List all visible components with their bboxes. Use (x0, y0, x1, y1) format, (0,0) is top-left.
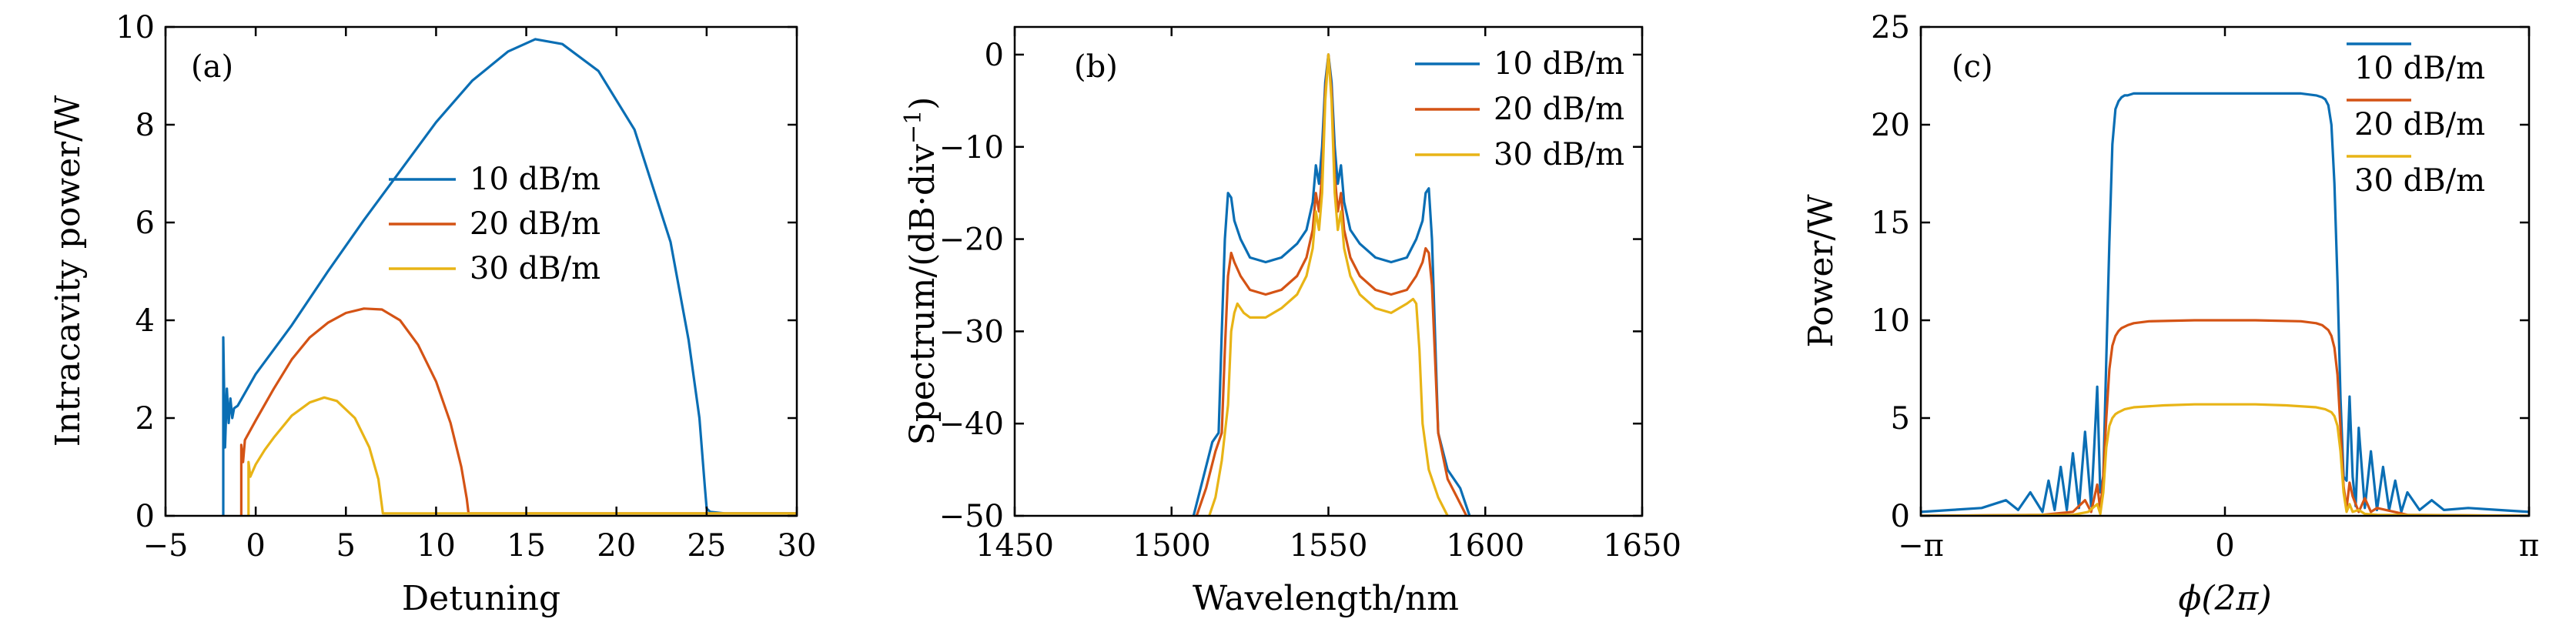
panel-b-ticks (1013, 27, 1644, 517)
panel-b-ytick-label: −40 (939, 407, 1004, 442)
panel-b-xtick-label: 1500 (1132, 528, 1211, 564)
legend-b-label-20: 20 dB/m (1494, 92, 1624, 127)
panel-a-xtick-label: 5 (336, 528, 356, 564)
panel-c-xlabel: ϕ(2π) (2178, 579, 2271, 618)
panel-a-ytick-label: 10 (115, 10, 155, 45)
panel-a-ytick-label: 4 (135, 303, 155, 339)
panel-c-legend: 10 dB/m 20 dB/m 30 dB/m (2347, 42, 2485, 199)
panel-b-label: (b) (1074, 49, 1118, 85)
panel-a-series (222, 38, 797, 516)
panel-a-label: (a) (191, 49, 233, 85)
panel-b-legend: 10 dB/m 20 dB/m 30 dB/m (1415, 46, 1624, 172)
panel-b-xtick-label: 1650 (1603, 528, 1681, 564)
panel-b: 1450 1500 1550 1600 1650 −50 −40 −30 −20 −10 0 (b)… (900, 25, 1681, 618)
panel-c-series-30 (1921, 403, 2529, 516)
panel-c-frame (1919, 25, 2531, 517)
panel-b-ylabel-sup: −1 (900, 110, 927, 144)
panel-c-ytick-label: 5 (1891, 401, 1910, 437)
panel-b-ytick-label: −10 (939, 130, 1004, 166)
panel-c-label: (c) (1952, 49, 1993, 85)
panel-c-series-20 (1921, 319, 2529, 516)
panel-c-ytick-label: 20 (1871, 108, 1910, 143)
legend-c-label-30: 30 dB/m (2354, 163, 2485, 199)
panel-a-series-10 (222, 38, 797, 516)
panel-b-ytick-label: −20 (939, 222, 1004, 258)
panel-b-xlabel: Wavelength/nm (1193, 579, 1459, 618)
legend-c-label-10: 10 dB/m (2354, 51, 2485, 86)
panel-a-xtick-label: 10 (417, 528, 456, 564)
panel-b-xtick-label: 1600 (1446, 528, 1524, 564)
panel-b-ylabel: Spectrum/(dB·div−1) (900, 97, 943, 446)
panel-c-xtick-label: π (2519, 528, 2539, 564)
panel-c-series (1921, 92, 2529, 516)
panel-a-ytick-label: 6 (135, 206, 155, 241)
panel-c-ytick-label: 15 (1871, 206, 1910, 241)
panel-c-xtick-label: 0 (2215, 528, 2234, 564)
panel-b-xtick-label: 1550 (1290, 528, 1368, 564)
panel-a-frame (164, 25, 798, 517)
panel-a-series-30 (247, 396, 797, 516)
panel-b-ylabel-close: ) (903, 97, 942, 110)
panel-a-ticks (164, 25, 798, 517)
panel-c-ytick-label: 25 (1871, 10, 1910, 45)
legend-b-label-30: 30 dB/m (1494, 137, 1624, 172)
panel-b-ytick-label: 0 (985, 38, 1004, 73)
panel-a-xtick-label: 15 (507, 528, 546, 564)
panel-c-ytick-label: 0 (1891, 499, 1910, 534)
panel-c-series-10 (1921, 92, 2529, 514)
panel-c-xtick-label: −π (1898, 528, 1944, 564)
panel-a-xtick-label: 25 (687, 528, 726, 564)
panel-b-ytick-label: −30 (939, 314, 1004, 350)
panel-b-ylabel-main: Spectrum/(dB·div (903, 144, 942, 445)
panel-a-ytick-label: 2 (135, 401, 155, 437)
legend-a-label-20: 20 dB/m (470, 206, 601, 242)
panel-a-xtick-label: 0 (246, 528, 265, 564)
legend-c-label-20: 20 dB/m (2354, 107, 2485, 142)
legend-a-label-30: 30 dB/m (470, 251, 601, 286)
panel-c-ytick-label: 10 (1871, 303, 1910, 339)
panel-a-xtick-label: 30 (778, 528, 817, 564)
panel-a-ytick-label: 0 (135, 499, 155, 534)
panel-a-xlabel: Detuning (402, 579, 560, 618)
panel-a-xtick-label: −5 (143, 528, 189, 564)
panel-b-series (1192, 53, 1471, 516)
legend-b-label-10: 10 dB/m (1494, 46, 1624, 82)
panel-b-xtick-label: 1450 (975, 528, 1054, 564)
panel-a-series-20 (239, 307, 797, 516)
panel-a-legend: 10 dB/m 20 dB/m 30 dB/m (389, 162, 601, 286)
panel-b-tick-labels: 1450 1500 1550 1600 1650 −50 −40 −30 −20 −10 0 (939, 38, 1681, 564)
panel-a-xtick-label: 20 (597, 528, 636, 564)
panel-a-ytick-label: 8 (135, 108, 155, 143)
panel-c-ylabel: Power/W (1802, 194, 1841, 348)
legend-a-label-10: 10 dB/m (470, 162, 601, 197)
panel-b-series-30 (1208, 53, 1449, 516)
panel-b-ytick-label: −50 (939, 499, 1004, 534)
panel-a-ylabel: Intracavity power/W (49, 95, 88, 447)
panel-c-ticks (1919, 25, 2531, 517)
